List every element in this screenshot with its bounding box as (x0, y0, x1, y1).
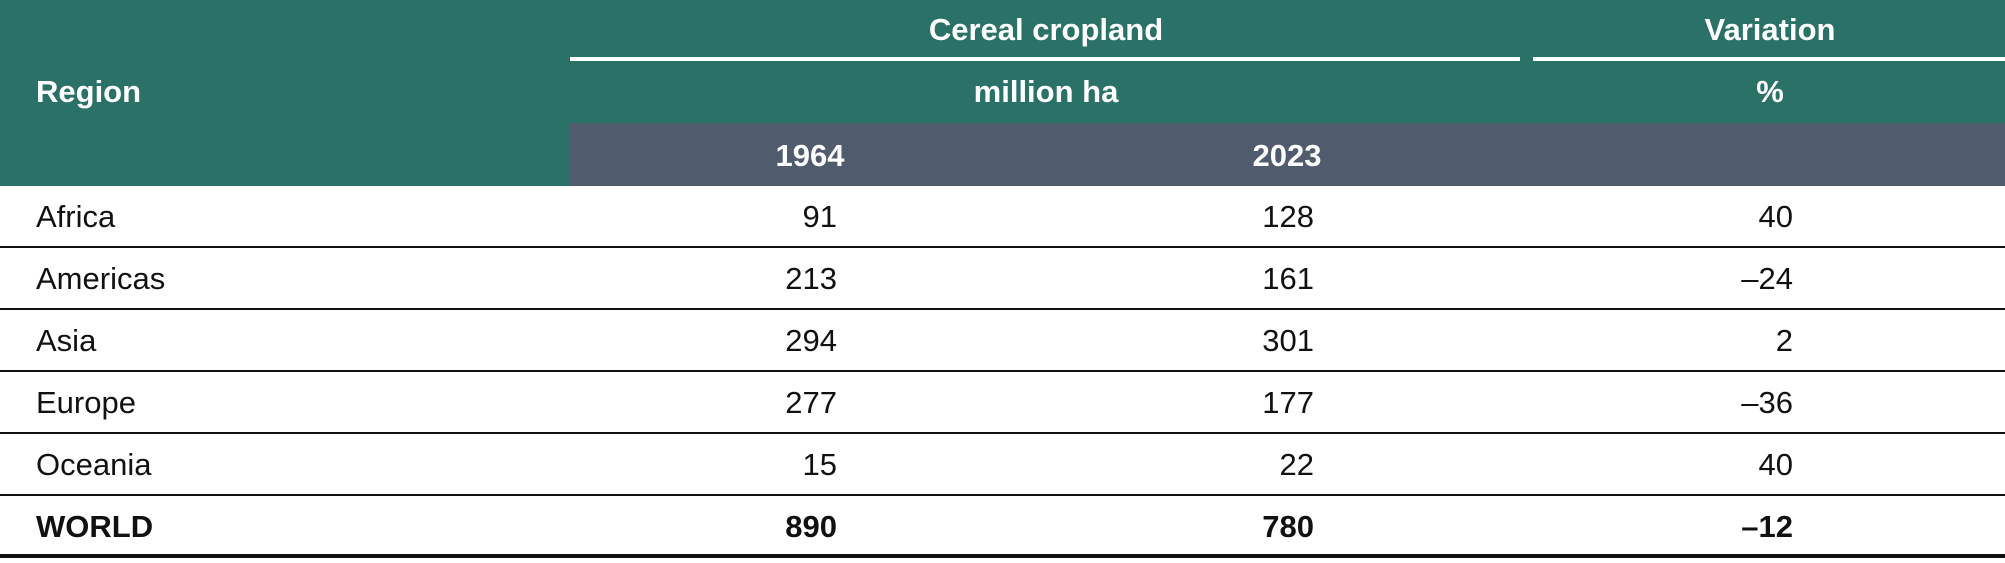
variation-group-header: Variation (1704, 12, 1836, 47)
row-divider (0, 432, 2005, 434)
table-row: Africa 91 128 40 (0, 186, 2005, 248)
region-cell: Africa (36, 199, 116, 234)
value-1964-cell: 213 (785, 261, 837, 296)
table-row: Asia 294 301 2 (0, 310, 2005, 372)
variation-cell: –24 (1741, 261, 1793, 296)
cereal-group-rule (570, 57, 1520, 61)
world-total-row: WORLD 890 780 –12 (0, 496, 2005, 558)
cereal-unit-header: million ha (973, 74, 1119, 109)
variation-cell: –12 (1741, 509, 1793, 544)
value-1964-cell: 277 (785, 385, 837, 420)
row-divider (0, 246, 2005, 248)
variation-cell: 2 (1775, 323, 1793, 358)
value-2023-cell: 128 (1262, 199, 1314, 234)
value-1964-cell: 91 (802, 199, 837, 234)
value-2023-cell: 177 (1262, 385, 1314, 420)
table-bottom-rule (0, 554, 2005, 558)
year-header-band (570, 123, 2005, 186)
value-2023-cell: 780 (1262, 509, 1314, 544)
region-cell: Americas (36, 261, 166, 296)
value-1964-cell: 294 (785, 323, 837, 358)
value-1964-cell: 15 (802, 447, 837, 482)
value-1964-cell: 890 (785, 509, 837, 544)
variation-cell: 40 (1758, 199, 1793, 234)
value-2023-cell: 22 (1279, 447, 1314, 482)
region-column-header: Region (36, 74, 142, 109)
table-row: Oceania 15 22 40 (0, 434, 2005, 496)
year-1964-header: 1964 (775, 138, 845, 173)
table-row: Americas 213 161 –24 (0, 248, 2005, 310)
variation-cell: –36 (1741, 385, 1793, 420)
region-cell: Oceania (36, 447, 152, 482)
value-2023-cell: 301 (1262, 323, 1314, 358)
region-cell: Europe (36, 385, 136, 420)
variation-cell: 40 (1758, 447, 1793, 482)
table-row: Europe 277 177 –36 (0, 372, 2005, 434)
year-2023-header: 2023 (1252, 138, 1322, 173)
value-2023-cell: 161 (1262, 261, 1314, 296)
region-cell: WORLD (36, 509, 154, 544)
row-divider (0, 494, 2005, 496)
cereal-cropland-group-header: Cereal cropland (928, 12, 1164, 47)
row-divider (0, 308, 2005, 310)
variation-group-rule (1533, 57, 2005, 61)
region-cell: Asia (36, 323, 97, 358)
row-divider (0, 370, 2005, 372)
variation-unit-header: % (1756, 74, 1784, 109)
